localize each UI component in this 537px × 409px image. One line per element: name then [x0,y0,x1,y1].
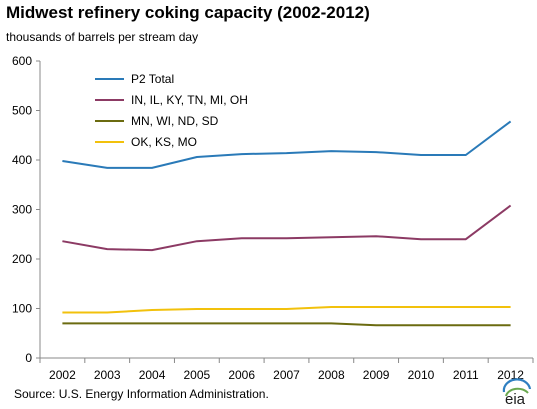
chart-title: Midwest refinery coking capacity (2002-2… [6,3,370,22]
legend-label-2: IN, IL, KY, TN, MI, OH [131,93,248,107]
y-tick-label: 200 [12,252,32,266]
series-line-4 [62,306,511,314]
chart-axes [39,61,533,359]
chart-series [62,120,512,327]
x-tick-label: 2004 [139,368,166,382]
series-line-2 [62,204,512,252]
x-tick-label: 2006 [228,368,255,382]
x-tick-label: 2005 [184,368,211,382]
y-tick-label: 400 [12,153,32,167]
legend-label-1: P2 Total [131,72,174,86]
y-tick-label: 500 [12,104,32,118]
x-tick-label: 2009 [363,368,390,382]
legend-label-4: OK, KS, MO [131,135,197,149]
y-tick-label: 0 [25,351,32,365]
x-tick-label: 2002 [49,368,76,382]
x-tick-label: 2003 [94,368,121,382]
series-line-3 [62,322,511,327]
eia-logo: eia [502,378,532,406]
chart-legend: P2 Total IN, IL, KY, TN, MI, OH MN, WI, ND… [95,72,248,149]
y-axis-unit-label: thousands of barrels per stream day [6,30,199,44]
source-note: Source: U.S. Energy Information Administ… [14,387,269,401]
y-axis-ticks: 0 100 200 300 400 500 600 [12,54,40,365]
series-line-1 [62,120,512,169]
x-tick-label: 2008 [318,368,345,382]
x-axis-ticks: 2002 2003 2004 2005 2006 2007 2008 2009 2010 2011… [39,358,534,382]
y-tick-label: 300 [12,203,32,217]
y-tick-label: 600 [12,54,32,68]
legend-label-3: MN, WI, ND, SD [131,114,219,128]
x-tick-label: 2007 [273,368,300,382]
x-tick-label: 2010 [408,368,435,382]
svg-text:eia: eia [505,391,526,406]
y-tick-label: 100 [12,302,32,316]
x-tick-label: 2011 [453,368,479,382]
